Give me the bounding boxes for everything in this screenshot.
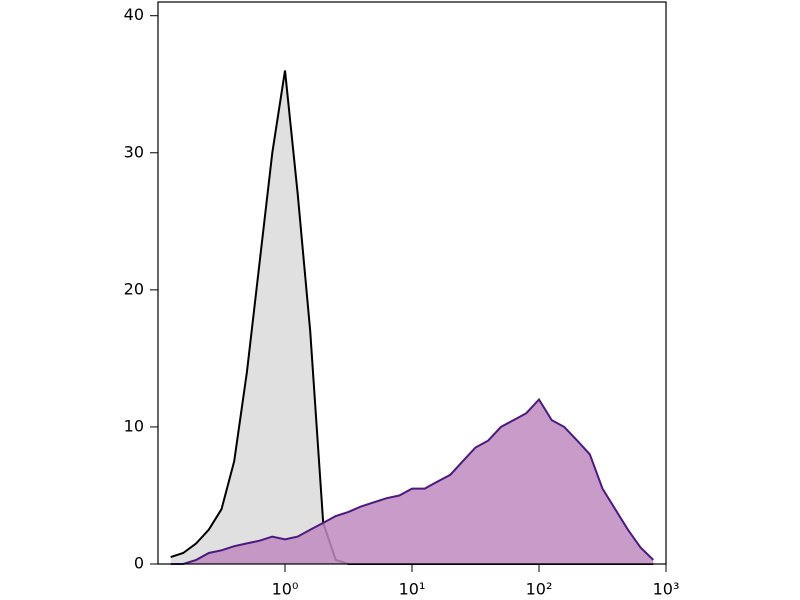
y-tick-label: 40 [124,5,144,24]
y-tick-label: 0 [134,554,144,573]
x-tick-label: 10⁰ [272,580,299,599]
plot-frame [157,1,667,565]
y-tick-label: 20 [124,279,144,298]
y-tick-label: 10 [124,416,144,435]
histogram-area [170,399,654,564]
x-tick-label: 10³ [653,580,680,599]
x-tick-label: 10¹ [399,580,426,599]
y-tick-label: 30 [124,142,144,161]
histogram-line [170,397,654,565]
x-tick-label: 10² [526,580,553,599]
histogram-area [170,70,654,564]
